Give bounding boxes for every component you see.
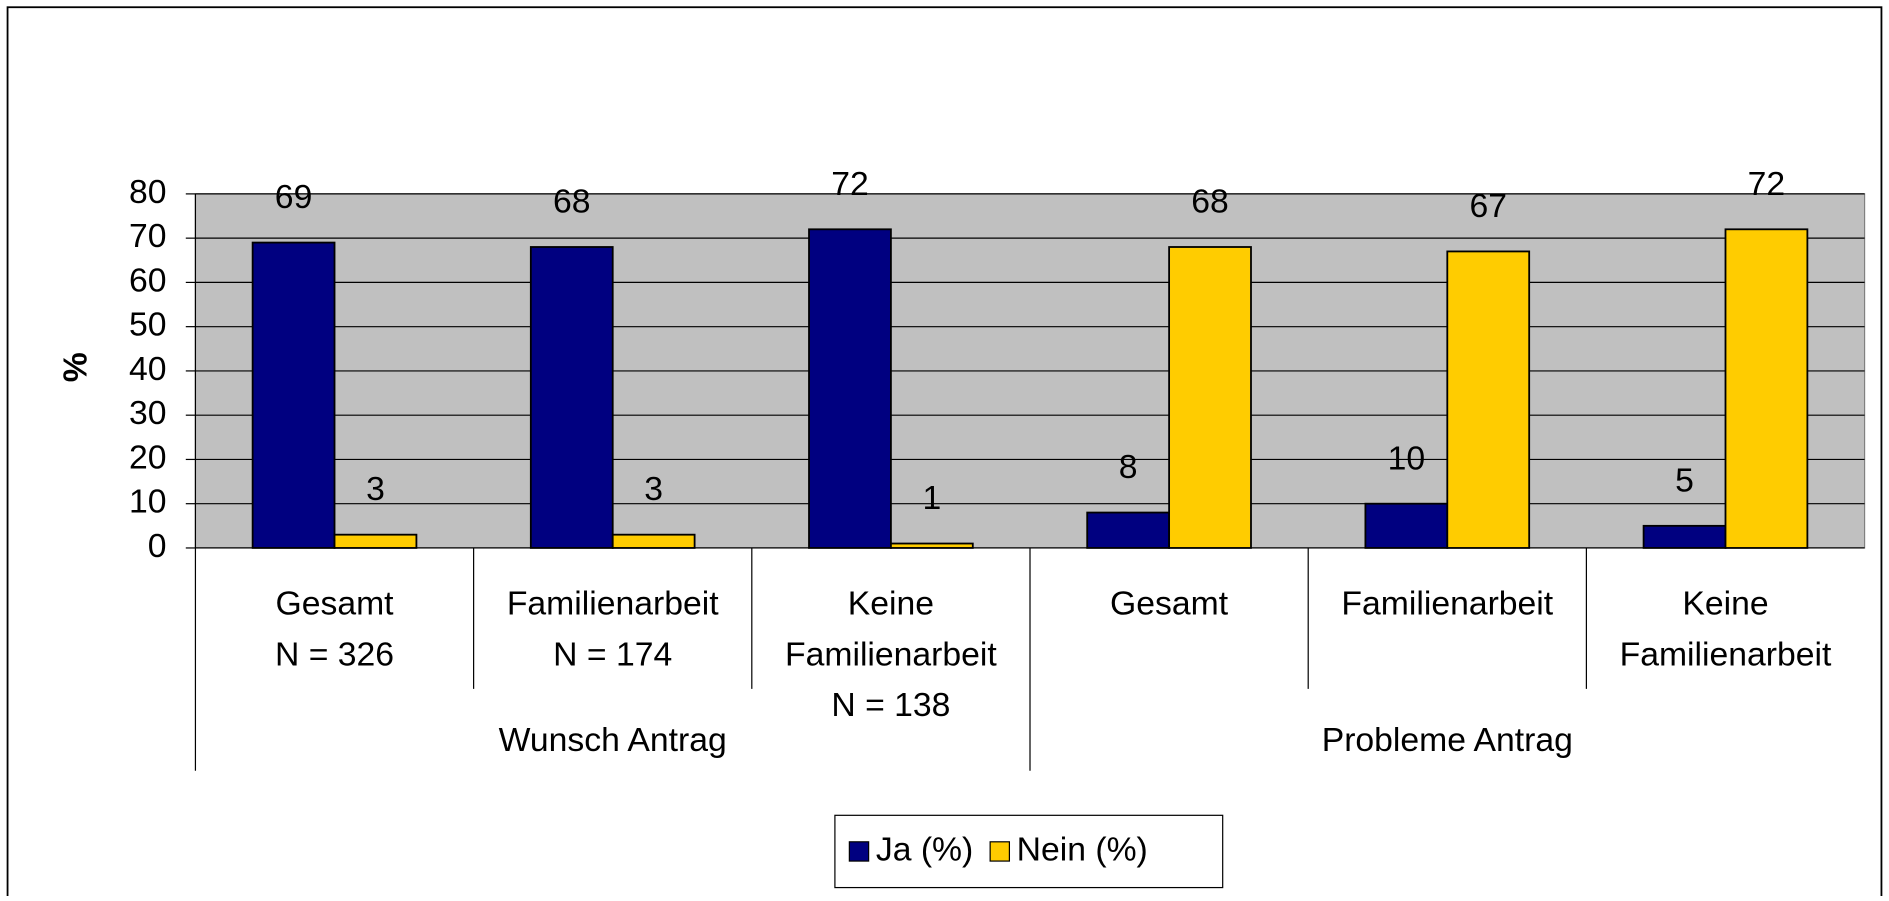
y-tick-label: 60 [129,261,167,299]
x-tick-label: N = 174 [553,635,672,673]
x-tick-label: Familienarbeit [507,585,719,623]
bar [1446,250,1531,549]
x-tick-label: N = 326 [275,635,394,673]
legend-box [834,814,1224,889]
legend-label: Nein (%) [1017,830,1148,868]
legend-label: Ja (%) [876,830,973,868]
bar [1086,511,1171,549]
y-tick-label: 10 [129,483,167,521]
x-tick-label: Familienarbeit [1341,585,1553,623]
legend-swatch [848,841,870,862]
x-tick-label: Keine [1682,585,1768,623]
data-label: 72 [1748,165,1786,203]
data-label: 3 [366,470,385,508]
y-tick-label: 30 [129,394,167,432]
data-label: 72 [831,165,869,203]
bar [890,542,974,549]
bar [808,228,892,549]
x-tick-label: N = 138 [831,686,950,724]
data-label: 68 [553,183,591,221]
bar [1168,246,1252,549]
y-axis-label: % [56,352,94,382]
x-tick-label: Familienarbeit [1620,635,1832,673]
bar [251,241,336,549]
data-label: 68 [1191,183,1229,221]
data-label: 67 [1469,187,1507,225]
x-tick-label: Familienarbeit [785,635,997,673]
data-label: 8 [1119,448,1138,486]
y-tick-label: 50 [129,306,167,344]
data-label: 10 [1388,439,1426,477]
data-label: 5 [1675,461,1694,499]
bar [1724,228,1809,549]
bar [1364,502,1449,549]
data-label: 69 [275,178,313,216]
group-label: Wunsch Antrag [499,721,727,759]
y-tick-label: 80 [129,173,167,211]
y-tick-label: 40 [129,350,167,388]
group-label: Probleme Antrag [1322,721,1573,759]
bar [529,246,614,549]
data-label: 1 [922,479,941,517]
bar [611,533,696,549]
data-label: 3 [644,470,663,508]
y-tick-label: 70 [129,217,167,255]
legend-swatch [989,841,1011,862]
y-tick-label: 20 [129,438,167,476]
x-tick-label: Gesamt [275,585,394,623]
x-tick-label: Gesamt [1110,585,1229,623]
y-tick-label: 0 [148,527,167,565]
bar [333,533,418,549]
bar [1642,524,1727,549]
x-tick-label: Keine [848,585,934,623]
